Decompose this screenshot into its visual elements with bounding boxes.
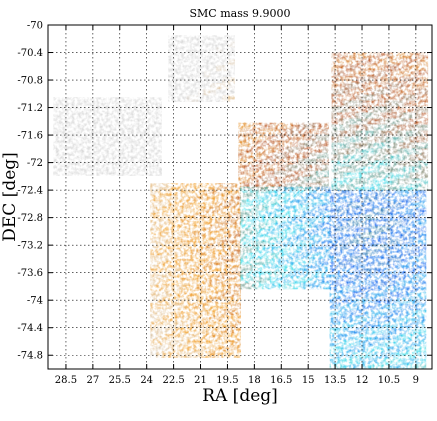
x-tick-label: 12 (356, 375, 369, 386)
y-tick-label: -74.4 (17, 323, 43, 334)
y-tick-label: -74 (27, 296, 43, 307)
survey-field-1 (168, 35, 235, 102)
y-axis-label: DEC [deg] (0, 152, 20, 242)
y-tick-label: -74.8 (17, 351, 43, 362)
plot-frame (47, 24, 433, 370)
x-tick-label: 13.5 (324, 375, 346, 386)
x-axis-label: RA [deg] (202, 386, 278, 406)
survey-field-6 (240, 186, 331, 290)
y-tick-label: -72 (27, 158, 43, 169)
survey-field-3 (238, 122, 329, 190)
survey-field-4 (331, 52, 429, 192)
y-tick-label: -72.8 (17, 213, 43, 224)
survey-field-7 (329, 190, 427, 369)
survey-field-2 (53, 97, 162, 176)
x-tick-label: 19.5 (216, 375, 238, 386)
x-tick-label: 21 (194, 375, 207, 386)
x-tick-label: 18 (248, 375, 261, 386)
y-tick-label: -71.2 (17, 103, 43, 114)
chart-title: SMC mass 9.9000 (190, 7, 291, 20)
survey-field-5 (150, 183, 241, 358)
y-tick-label: -70 (27, 21, 43, 32)
y-tick-label: -70.4 (17, 48, 43, 59)
x-tick-label: 27 (86, 375, 99, 386)
y-tick-label: -73.6 (17, 268, 43, 279)
x-tick-label: 24 (140, 375, 153, 386)
x-tick-label: 25.5 (109, 375, 131, 386)
x-tick-label: 10.5 (378, 375, 400, 386)
x-tick-label: 28.5 (55, 375, 77, 386)
x-tick-label: 9 (413, 375, 419, 386)
x-tick-label: 15 (302, 375, 315, 386)
x-tick-label: 16.5 (270, 375, 292, 386)
y-tick-label: -72.4 (17, 186, 43, 197)
y-tick-label: -71.6 (17, 131, 43, 142)
y-tick-label: -73.2 (17, 241, 43, 252)
x-tick-label: 22.5 (162, 375, 184, 386)
y-tick-label: -70.8 (17, 76, 43, 87)
